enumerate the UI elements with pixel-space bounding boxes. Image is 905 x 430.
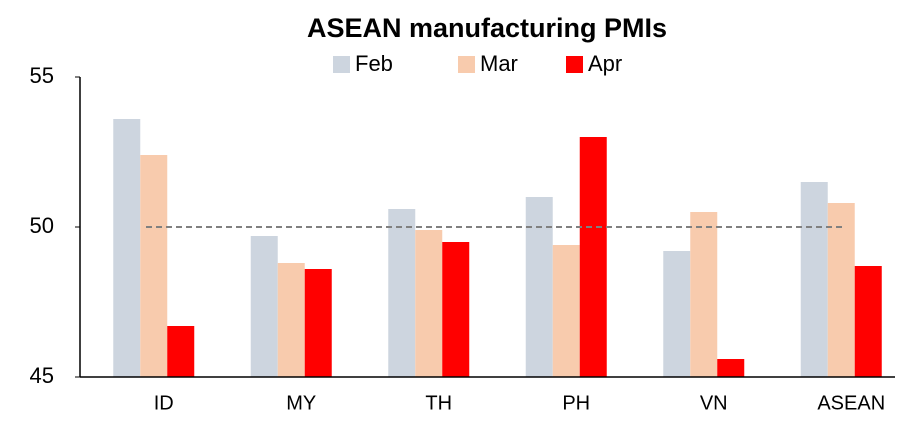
legend-swatch bbox=[458, 56, 475, 73]
bar bbox=[690, 212, 718, 377]
y-tick-label: 50 bbox=[30, 213, 54, 238]
x-tick-label: ASEAN bbox=[817, 392, 885, 414]
bar bbox=[140, 155, 168, 377]
y-tick-label: 45 bbox=[30, 363, 54, 388]
bar bbox=[827, 203, 855, 377]
bar bbox=[800, 182, 828, 377]
x-tick-label: PH bbox=[562, 392, 590, 414]
bar bbox=[442, 242, 470, 377]
bar bbox=[663, 251, 691, 377]
bar bbox=[113, 119, 141, 377]
bar bbox=[415, 230, 443, 377]
x-tick-label: ID bbox=[154, 392, 174, 414]
x-tick-label: MY bbox=[286, 392, 316, 414]
bar bbox=[854, 266, 882, 377]
bar bbox=[552, 245, 580, 377]
legend-swatch bbox=[333, 56, 350, 73]
bar bbox=[304, 269, 332, 377]
legend-label: Feb bbox=[355, 51, 393, 76]
bar bbox=[277, 263, 305, 377]
chart-title: ASEAN manufacturing PMIs bbox=[307, 13, 667, 43]
legend-label: Mar bbox=[480, 51, 518, 76]
bar bbox=[250, 236, 278, 377]
bar bbox=[525, 197, 553, 377]
bar bbox=[388, 209, 416, 377]
x-tick-label: VN bbox=[700, 392, 728, 414]
bar bbox=[579, 137, 607, 377]
bar bbox=[717, 359, 745, 377]
legend-label: Apr bbox=[588, 51, 622, 76]
x-tick-label: TH bbox=[425, 392, 452, 414]
legend-swatch bbox=[566, 56, 583, 73]
bar bbox=[167, 326, 195, 377]
y-tick-label: 55 bbox=[30, 63, 54, 88]
